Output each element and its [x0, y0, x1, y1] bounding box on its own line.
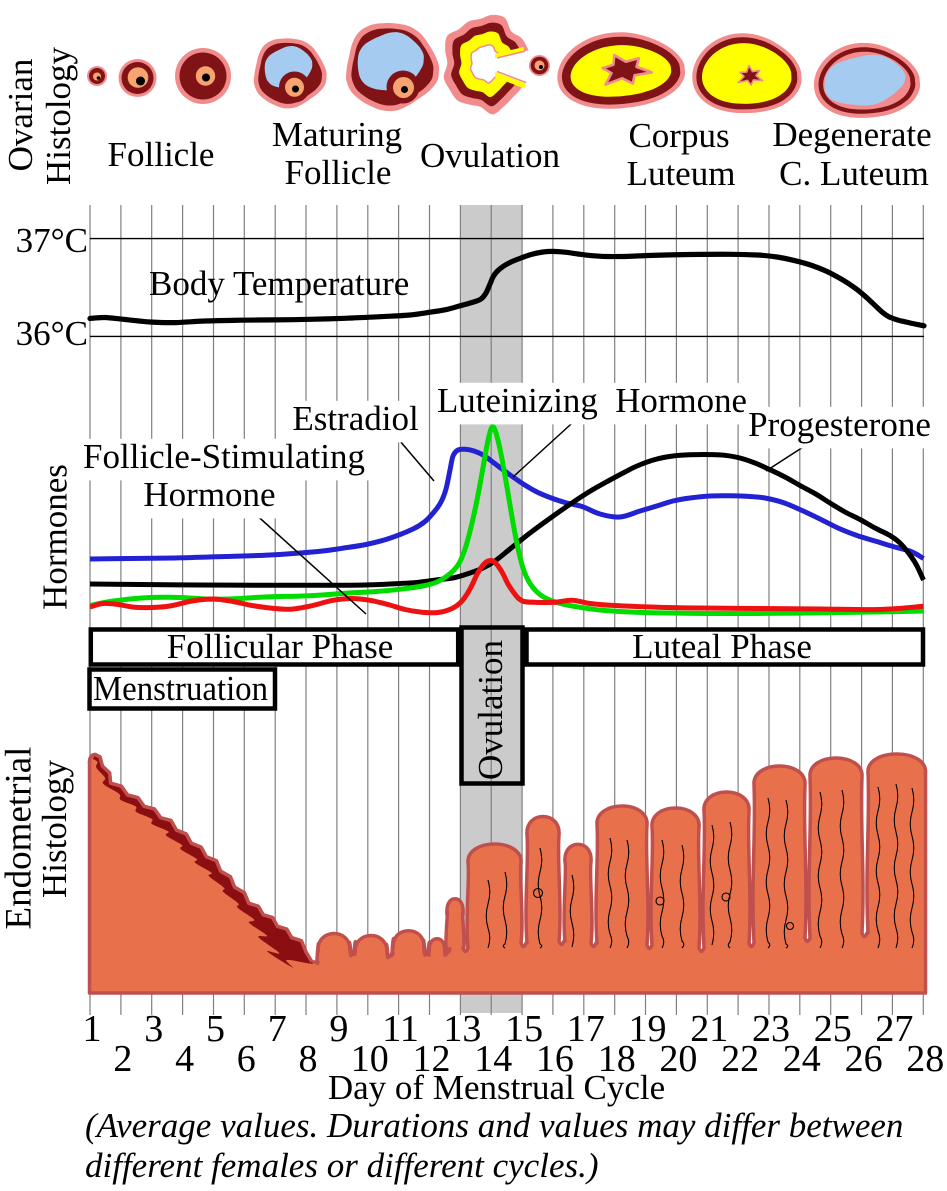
svg-text:3: 3	[144, 1008, 163, 1050]
svg-text:1: 1	[83, 1008, 102, 1050]
svg-text:11: 11	[382, 1008, 419, 1050]
svg-text:12: 12	[413, 1038, 451, 1080]
svg-text:Ovulation: Ovulation	[420, 136, 560, 175]
svg-text:Luteal Phase: Luteal Phase	[632, 627, 812, 666]
svg-text:15: 15	[505, 1008, 543, 1050]
svg-text:Endometrial: Endometrial	[0, 747, 40, 930]
svg-text:13: 13	[443, 1008, 481, 1050]
svg-text:Luteum: Luteum	[627, 154, 736, 193]
svg-text:22: 22	[721, 1038, 759, 1080]
svg-text:Luteinizing Hormone: Luteinizing Hormone	[437, 381, 747, 420]
svg-text:18: 18	[598, 1038, 636, 1080]
svg-text:Day of Menstrual Cycle: Day of Menstrual Cycle	[328, 1068, 665, 1107]
svg-text:24: 24	[783, 1038, 821, 1080]
svg-text:7: 7	[268, 1008, 287, 1050]
svg-text:20: 20	[659, 1038, 697, 1080]
svg-text:Maturing: Maturing	[272, 115, 402, 154]
svg-text:C. Luteum: C. Luteum	[779, 154, 929, 193]
svg-text:Follicle-Stimulating: Follicle-Stimulating	[83, 437, 365, 476]
svg-text:Follicle: Follicle	[285, 153, 392, 192]
svg-text:5: 5	[206, 1008, 225, 1050]
svg-text:Degenerate: Degenerate	[772, 115, 931, 154]
svg-text:26: 26	[845, 1038, 883, 1080]
svg-text:Ovarian: Ovarian	[1, 59, 40, 172]
svg-text:14: 14	[474, 1038, 512, 1080]
svg-text:9: 9	[329, 1008, 348, 1050]
svg-text:27: 27	[875, 1008, 913, 1050]
svg-text:Histology: Histology	[35, 759, 74, 898]
svg-text:36°C: 36°C	[16, 314, 88, 353]
svg-text:Ovulation: Ovulation	[471, 640, 510, 780]
svg-text:Hormone: Hormone	[143, 475, 275, 514]
svg-text:Follicle: Follicle	[108, 135, 215, 174]
svg-text:21: 21	[690, 1008, 728, 1050]
svg-text:8: 8	[299, 1038, 318, 1080]
svg-text:37°C: 37°C	[16, 221, 88, 260]
svg-text:25: 25	[814, 1008, 852, 1050]
svg-text:Menstruation: Menstruation	[93, 669, 268, 708]
svg-text:4: 4	[175, 1038, 194, 1080]
svg-text:19: 19	[629, 1008, 667, 1050]
svg-text:10: 10	[351, 1038, 389, 1080]
svg-text:6: 6	[237, 1038, 256, 1080]
svg-text:Body Temperature: Body Temperature	[149, 264, 409, 303]
svg-text:Hormones: Hormones	[36, 464, 75, 610]
svg-text:different females or different: different females or different cycles.)	[85, 1146, 599, 1185]
svg-text:16: 16	[536, 1038, 574, 1080]
svg-text:Progesterone: Progesterone	[748, 405, 931, 444]
svg-text:Follicular Phase: Follicular Phase	[167, 627, 394, 666]
svg-text:(Average values. Durations and: (Average values. Durations and values ma…	[85, 1106, 903, 1145]
svg-text:Histology: Histology	[39, 46, 78, 185]
svg-text:17: 17	[567, 1008, 605, 1050]
svg-text:28: 28	[906, 1038, 944, 1080]
svg-text:Estradiol: Estradiol	[292, 399, 419, 438]
svg-text:Corpus: Corpus	[628, 116, 729, 155]
svg-text:2: 2	[113, 1038, 132, 1080]
svg-text:23: 23	[752, 1008, 790, 1050]
